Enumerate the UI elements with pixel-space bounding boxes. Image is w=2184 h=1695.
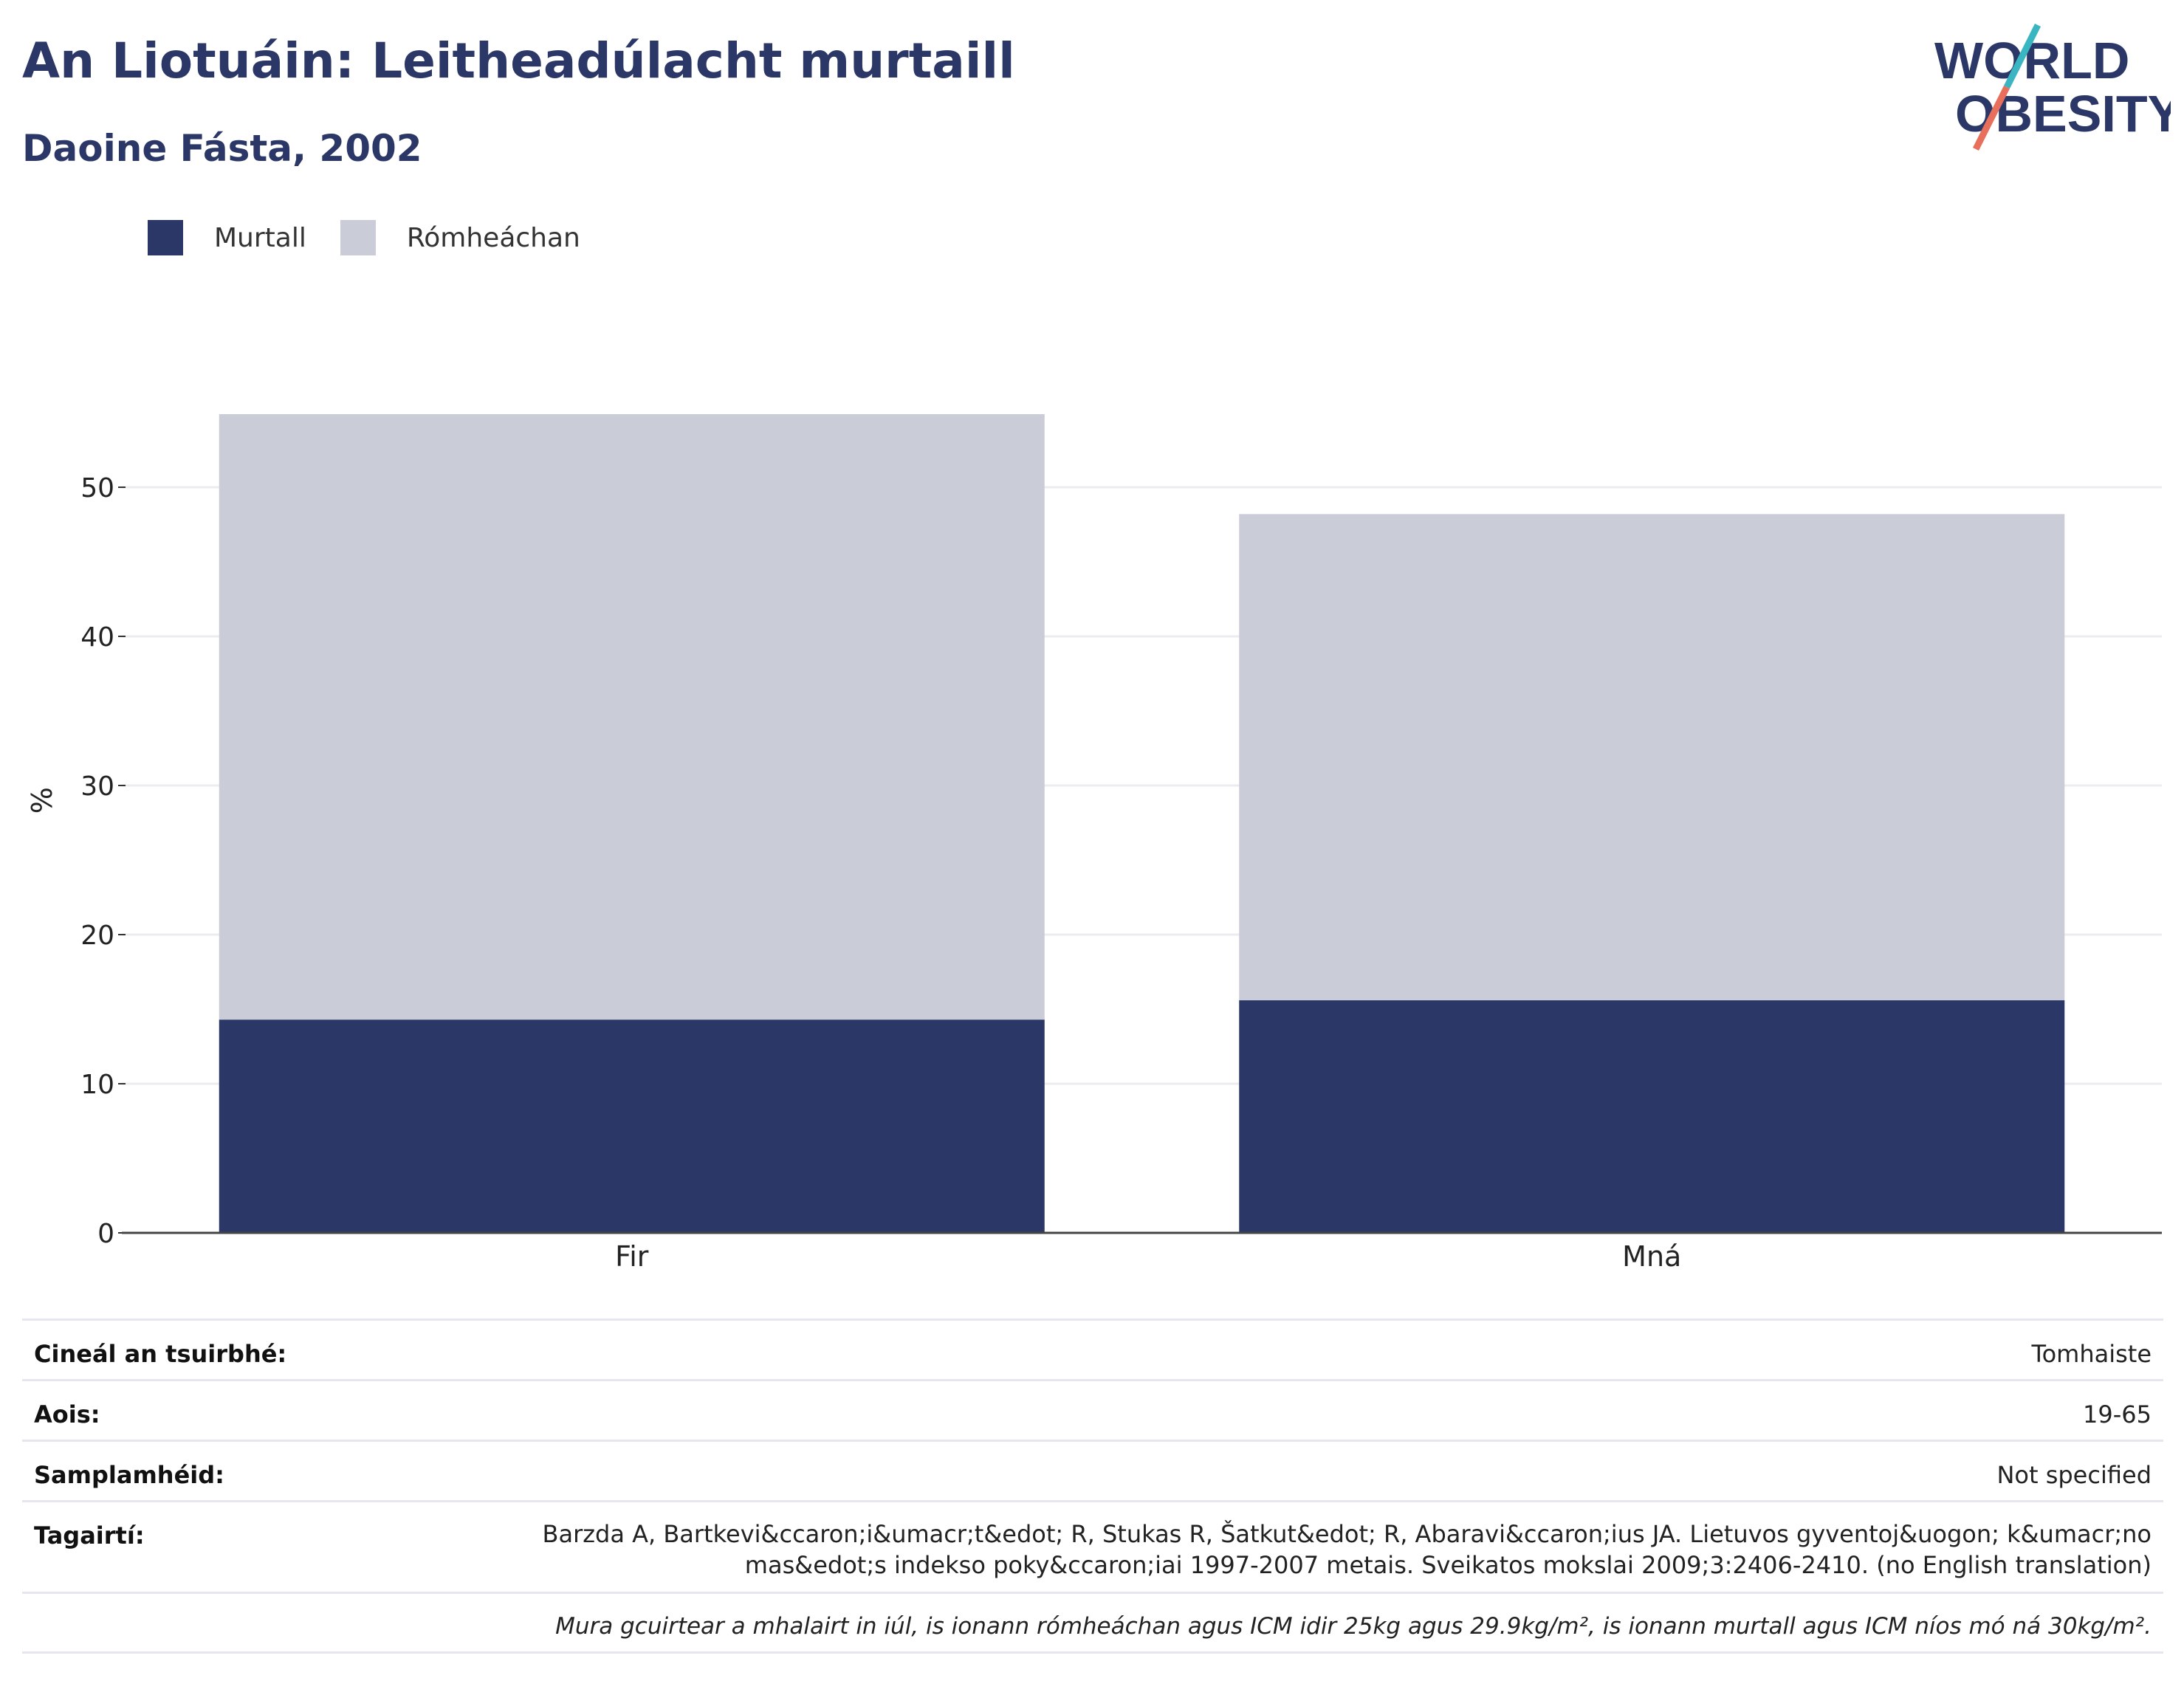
bar-overweight-0 — [219, 414, 1045, 1020]
x-tick-label-1: Mná — [1622, 1240, 1681, 1273]
y-tick-label-10: 10 — [80, 1070, 114, 1100]
meta-value-references: Barzda A, Bartkevi&ccaron;i&umacr;t&edot… — [542, 1520, 2152, 1579]
chart-subtitle: Daoine Fásta, 2002 — [22, 127, 422, 170]
survey-metadata: Cineál an tsuirbhé: Tomhaiste Aois: 19-6… — [22, 1318, 2163, 1654]
y-tick-label-0: 0 — [97, 1219, 114, 1249]
legend-swatch-obesity — [148, 220, 183, 255]
meta-row-sample-size: Samplamhéid: Not specified — [22, 1440, 2163, 1500]
meta-label-age: Aois: — [34, 1400, 100, 1428]
y-tick-label-50: 50 — [80, 473, 114, 503]
chart-legend: Murtall Rómheáchan — [148, 217, 614, 258]
y-tick-label-40: 40 — [80, 622, 114, 653]
stacked-bar-chart: 0 10 20 30 40 50% Fir Mná — [26, 414, 2162, 1273]
meta-row-survey-type: Cineál an tsuirbhé: Tomhaiste — [22, 1318, 2163, 1379]
meta-label-sample-size: Samplamhéid: — [34, 1461, 224, 1489]
meta-row-age: Aois: 19-65 — [22, 1379, 2163, 1440]
x-tick-label-0: Fir — [615, 1240, 649, 1273]
logo-slash-coral — [1972, 85, 2010, 151]
legend-item-overweight: Rómheáchan — [340, 220, 580, 255]
y-tick-label-20: 20 — [80, 921, 114, 951]
definition-note: Mura gcuirtear a mhalairt in iúl, is ion… — [555, 1613, 2152, 1640]
bar-obesity-1 — [1239, 1000, 2065, 1233]
chart-title: An Liotuáin: Leitheadúlacht murtaill — [22, 32, 1015, 89]
y-tick-label-30: 30 — [80, 771, 114, 802]
legend-item-obesity: Murtall — [148, 220, 306, 255]
meta-label-references: Tagairtí: — [34, 1522, 145, 1550]
y-axis-label: % — [26, 787, 58, 814]
bar-overweight-1 — [1239, 514, 2065, 1000]
legend-label-overweight: Rómheáchan — [406, 222, 580, 253]
meta-value-survey-type: Tomhaiste — [2031, 1340, 2152, 1368]
meta-value-sample-size: Not specified — [1996, 1461, 2152, 1489]
meta-label-survey-type: Cineál an tsuirbhé: — [34, 1340, 287, 1368]
meta-value-age: 19-65 — [2083, 1400, 2152, 1428]
meta-row-references: Tagairtí: Barzda A, Bartkevi&ccaron;i&um… — [22, 1500, 2163, 1592]
bar-obesity-0 — [219, 1020, 1045, 1233]
legend-swatch-overweight — [340, 220, 376, 255]
legend-label-obesity: Murtall — [214, 222, 306, 253]
logo-slash-teal — [2003, 23, 2042, 89]
meta-row-note: Mura gcuirtear a mhalairt in iúl, is ion… — [22, 1592, 2163, 1654]
world-obesity-logo: WORLD OBESITY — [1934, 23, 2171, 151]
